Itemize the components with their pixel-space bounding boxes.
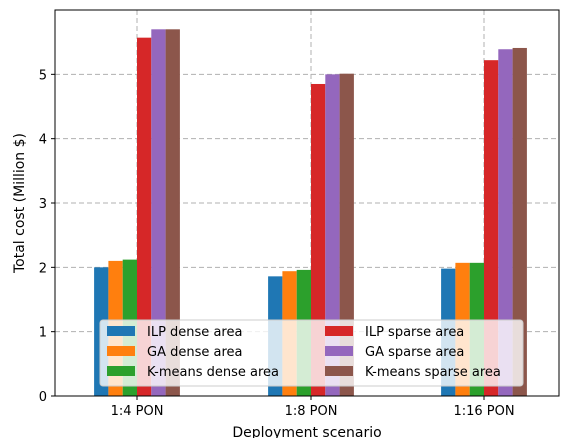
legend-swatch bbox=[107, 346, 135, 356]
legend-label: GA dense area bbox=[147, 345, 242, 360]
bar bbox=[137, 37, 152, 397]
bar bbox=[484, 60, 499, 397]
bar bbox=[512, 47, 527, 396]
legend-label: ILP sparse area bbox=[365, 325, 464, 340]
y-axis-label: Total cost (Million $) bbox=[12, 133, 28, 274]
bar bbox=[339, 73, 354, 396]
bar bbox=[325, 74, 340, 396]
bar bbox=[151, 29, 166, 397]
legend: ILP dense area GA dense area K-means dense… bbox=[99, 319, 524, 387]
y-tick-label: 4 bbox=[39, 133, 47, 148]
legend-box bbox=[99, 319, 524, 387]
legend-swatch bbox=[107, 326, 135, 336]
x-tick-label: 1:16 PON bbox=[453, 404, 514, 419]
legend-label: GA sparse area bbox=[365, 345, 464, 360]
legend-swatch bbox=[325, 346, 353, 356]
legend-label: K-means dense area bbox=[147, 365, 279, 380]
legend-label: K-means sparse area bbox=[365, 365, 501, 380]
legend-label: ILP dense area bbox=[147, 325, 242, 340]
legend-swatch bbox=[325, 366, 353, 376]
y-tick-label: 5 bbox=[39, 68, 47, 83]
x-axis: 1:4 PON 1:8 PON 1:16 PON bbox=[111, 396, 515, 419]
y-tick-label: 1 bbox=[39, 326, 47, 341]
legend-swatch bbox=[325, 326, 353, 336]
y-tick-label: 0 bbox=[39, 390, 47, 405]
y-axis: 0 1 2 3 4 5 bbox=[39, 68, 55, 405]
x-axis-label: Deployment scenario bbox=[232, 425, 381, 438]
legend-swatch bbox=[107, 366, 135, 376]
x-tick-label: 1:8 PON bbox=[285, 404, 338, 419]
bar bbox=[165, 29, 180, 397]
bar bbox=[498, 49, 513, 396]
bar bbox=[311, 83, 326, 396]
y-tick-label: 3 bbox=[39, 197, 47, 212]
x-tick-label: 1:4 PON bbox=[111, 404, 164, 419]
y-tick-label: 2 bbox=[39, 261, 47, 276]
